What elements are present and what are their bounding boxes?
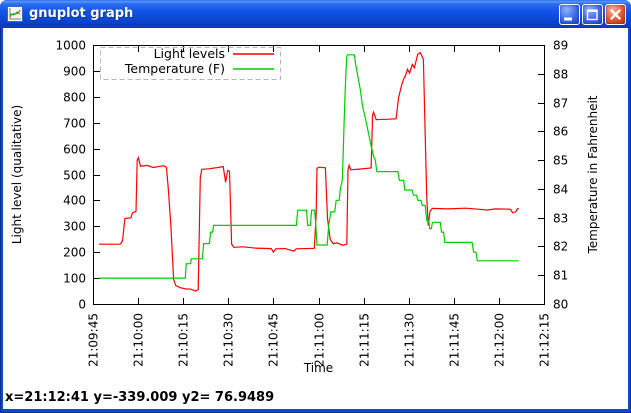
x-tick-label: 21:11:00 <box>313 313 327 367</box>
x-tick-label: 21:11:30 <box>403 313 417 367</box>
y-left-tick-label: 500 <box>63 169 86 183</box>
y-right-tick-label: 84 <box>553 183 568 197</box>
y-right-tick-label: 88 <box>553 68 568 82</box>
window-title: gnuplot graph <box>29 6 134 21</box>
x-tick-label: 21:11:45 <box>448 313 462 367</box>
y-left-tick-label: 300 <box>63 220 86 234</box>
legend-box <box>100 47 281 80</box>
y-left-tick-label: 800 <box>63 91 86 105</box>
y-left-tick-label: 600 <box>63 143 86 157</box>
legend-label-light-levels: Light levels <box>154 46 225 61</box>
y-right-tick-label: 81 <box>553 269 568 283</box>
y-left-tick-label: 400 <box>63 194 86 208</box>
close-icon <box>610 9 621 20</box>
title-bar[interactable]: gnuplot graph <box>0 0 631 28</box>
x-tick-label: 21:09:45 <box>87 313 101 367</box>
minimize-button[interactable] <box>559 4 580 25</box>
x-tick-label: 21:10:30 <box>222 313 236 367</box>
y-right-tick-label: 87 <box>553 97 568 111</box>
y-left-tick-label: 100 <box>63 272 86 286</box>
x-tick-label: 21:10:45 <box>267 313 281 367</box>
x-tick-label: 21:10:15 <box>177 313 191 367</box>
y-left-tick-label: 200 <box>63 246 86 260</box>
close-button[interactable] <box>605 4 626 25</box>
x-tick-label: 21:11:15 <box>358 313 372 367</box>
minimize-icon <box>564 17 572 21</box>
maximize-button[interactable] <box>582 4 603 25</box>
y-left-tick-label: 1000 <box>55 39 86 53</box>
y-right-tick-label: 89 <box>553 39 568 53</box>
x-axis-title: Time <box>303 361 333 375</box>
plot-border <box>93 45 545 305</box>
gnuplot-app-icon <box>7 6 23 22</box>
x-tick-label: 21:12:15 <box>538 313 552 367</box>
mouse-coordinates-readout: x=21:12:41 y=-339.009 y2= 76.9489 <box>5 390 275 405</box>
series-temperature <box>99 54 519 279</box>
right-axis-title: Temperature in Fahrenheit <box>586 95 600 254</box>
y-left-tick-label: 0 <box>78 298 86 312</box>
y-right-tick-label: 86 <box>553 125 568 139</box>
legend-label-temperature: Temperature (F) <box>124 61 225 76</box>
x-tick-label: 21:10:00 <box>132 313 146 367</box>
maximize-icon <box>586 9 598 21</box>
window-controls <box>559 4 626 25</box>
y-right-tick-label: 80 <box>553 298 568 312</box>
client-area: 21:09:45 21:10:00 21:10:15 21:10:30 21:10:45… <box>3 28 628 409</box>
y-right-tick-label: 82 <box>553 240 568 254</box>
x-tick-label: 21:12:00 <box>493 313 507 367</box>
y-left-tick-label: 900 <box>63 65 86 79</box>
y-left-tick-label: 700 <box>63 117 86 131</box>
y-right-tick-label: 85 <box>553 154 568 168</box>
series-light-levels <box>99 51 519 292</box>
chart-canvas[interactable]: 21:09:45 21:10:00 21:10:15 21:10:30 21:10:45… <box>3 28 628 380</box>
left-axis-title: Light level (qualitative) <box>10 105 24 244</box>
y-right-tick-label: 83 <box>553 212 568 226</box>
